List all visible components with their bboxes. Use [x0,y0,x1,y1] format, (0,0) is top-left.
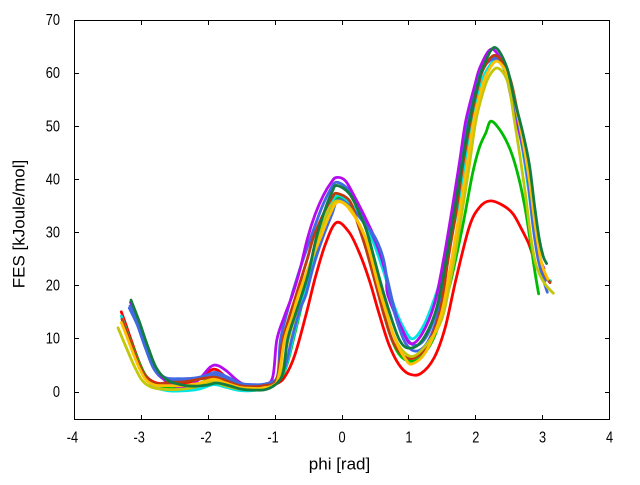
svg-text:phi [rad]: phi [rad] [309,455,370,474]
svg-text:-2: -2 [200,429,211,447]
svg-text:3: 3 [539,429,546,447]
svg-text:-4: -4 [67,429,78,447]
svg-text:4: 4 [606,429,613,447]
svg-text:0: 0 [338,429,345,447]
svg-text:1: 1 [405,429,412,447]
svg-text:-1: -1 [267,429,278,447]
svg-text:10: 10 [46,330,60,348]
svg-text:FES [kJoule/mol]: FES [kJoule/mol] [10,160,29,289]
svg-text:2: 2 [472,429,479,447]
svg-text:30: 30 [46,224,60,242]
svg-text:40: 40 [46,171,60,189]
svg-text:60: 60 [46,65,60,83]
svg-text:0: 0 [53,384,60,402]
svg-text:50: 50 [46,118,60,136]
svg-text:70: 70 [46,12,60,30]
svg-text:20: 20 [46,277,60,295]
svg-text:-3: -3 [134,429,145,447]
